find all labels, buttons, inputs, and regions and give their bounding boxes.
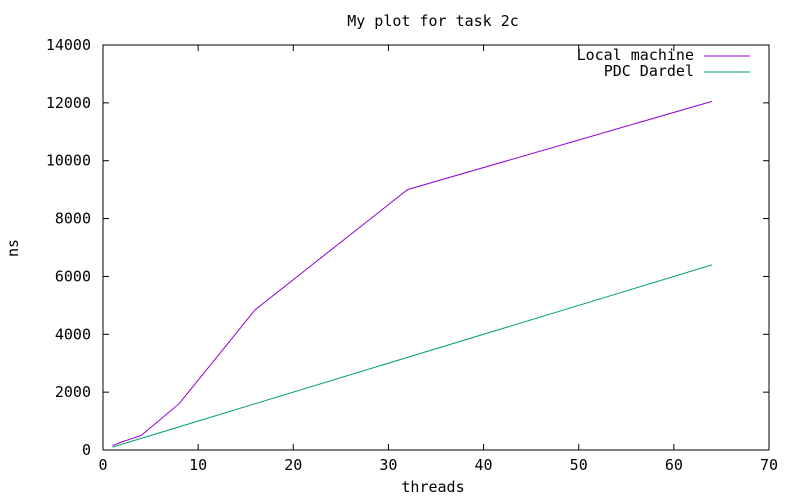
legend-label: PDC Dardel xyxy=(604,62,694,80)
series-line-1 xyxy=(112,100,713,447)
x-tick-label: 70 xyxy=(760,456,778,474)
y-tick-label: 12000 xyxy=(46,94,91,112)
x-tick-label: 20 xyxy=(284,456,302,474)
axes: 0 10 20 30 40 50 60 70 0 2000 4000 6000 8000 10000 120… xyxy=(46,36,778,474)
y-tick-label: 10000 xyxy=(46,152,91,170)
y-tick-label: 0 xyxy=(82,441,91,459)
x-tick-label: 0 xyxy=(98,456,107,474)
x-tick-label: 10 xyxy=(189,456,207,474)
plot-frame xyxy=(102,44,770,451)
legend-label: Local machine xyxy=(577,46,694,64)
y-tick-label: 2000 xyxy=(55,383,91,401)
x-tick-label: 40 xyxy=(475,456,493,474)
x-axis-label: threads xyxy=(401,478,464,496)
y-tick-label: 14000 xyxy=(46,36,91,54)
x-tick-label: 50 xyxy=(570,456,588,474)
series-lines xyxy=(112,100,713,448)
y-axis-label: ns xyxy=(4,239,22,257)
x-tick-label: 60 xyxy=(665,456,683,474)
series-line-2 xyxy=(112,264,713,448)
y-tick-label: 6000 xyxy=(55,267,91,285)
y-tick-label: 4000 xyxy=(55,325,91,343)
y-tick-label: 8000 xyxy=(55,210,91,228)
x-tick-label: 30 xyxy=(379,456,397,474)
chart-title: My plot for task 2c xyxy=(347,12,519,30)
